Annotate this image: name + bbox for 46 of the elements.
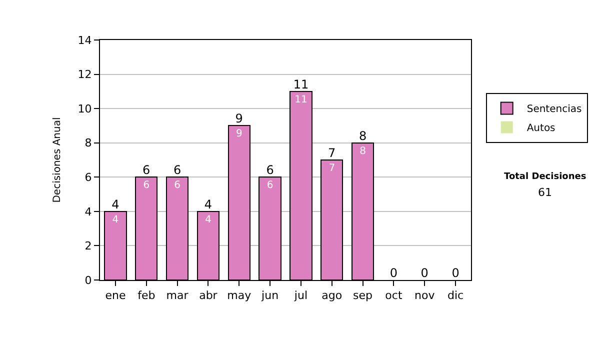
total-label: 6	[266, 163, 274, 178]
total-label: 6	[142, 163, 150, 178]
total-label: 4	[112, 197, 120, 212]
total-label: 11	[293, 77, 309, 92]
text: Total Decisiones	[504, 172, 586, 182]
legend-label: Autos	[526, 123, 556, 134]
data-label: 4	[205, 214, 212, 226]
x-tick-label: feb	[138, 289, 156, 302]
total-label: 9	[235, 112, 243, 126]
data-label: 11	[294, 94, 308, 106]
total-label: 0	[420, 266, 428, 280]
x-tick-label: jun	[260, 289, 279, 302]
total-label: 4	[204, 197, 212, 212]
y-tick-label: 0	[84, 274, 92, 287]
y-tick-label: 10	[78, 102, 92, 116]
data-label: 6	[174, 180, 180, 192]
x-tick-label: mar	[166, 289, 189, 302]
total-label: 6	[173, 163, 182, 178]
data-label: 8	[360, 146, 366, 157]
x-tick-label: may	[227, 289, 252, 302]
x-tick-label: sep	[353, 289, 373, 302]
x-tick-label: dic	[447, 289, 464, 302]
y-tick-label: 8	[84, 136, 92, 150]
x-tick-label: ago	[322, 289, 342, 302]
y-tick-label: 12	[78, 68, 92, 82]
data-label: 6	[266, 180, 274, 192]
x-tick-label: jul	[293, 289, 308, 302]
data-label: 4	[112, 214, 119, 226]
total-label: 0	[452, 266, 460, 280]
y-tick-label: 2	[84, 240, 92, 253]
text: 61	[538, 186, 552, 199]
y-tick-label: 4	[84, 205, 92, 218]
x-tick-label: oct	[385, 289, 403, 302]
total-label: 7	[328, 146, 336, 160]
y-tick-label: 14	[78, 34, 92, 47]
legend-label: Sentencias	[526, 104, 582, 116]
y-tick-label: 6	[84, 170, 92, 184]
data-label: 7	[328, 163, 336, 174]
data-label: 9	[236, 128, 242, 140]
x-tick-label: abr	[199, 289, 218, 302]
data-label: 6	[143, 180, 150, 192]
x-tick-label: ene	[105, 289, 126, 302]
y-axis-title: Decisiones Anual	[52, 117, 63, 203]
total-label: 8	[358, 128, 367, 143]
total-label: 0	[390, 266, 398, 280]
x-tick-label: nov	[414, 289, 436, 302]
